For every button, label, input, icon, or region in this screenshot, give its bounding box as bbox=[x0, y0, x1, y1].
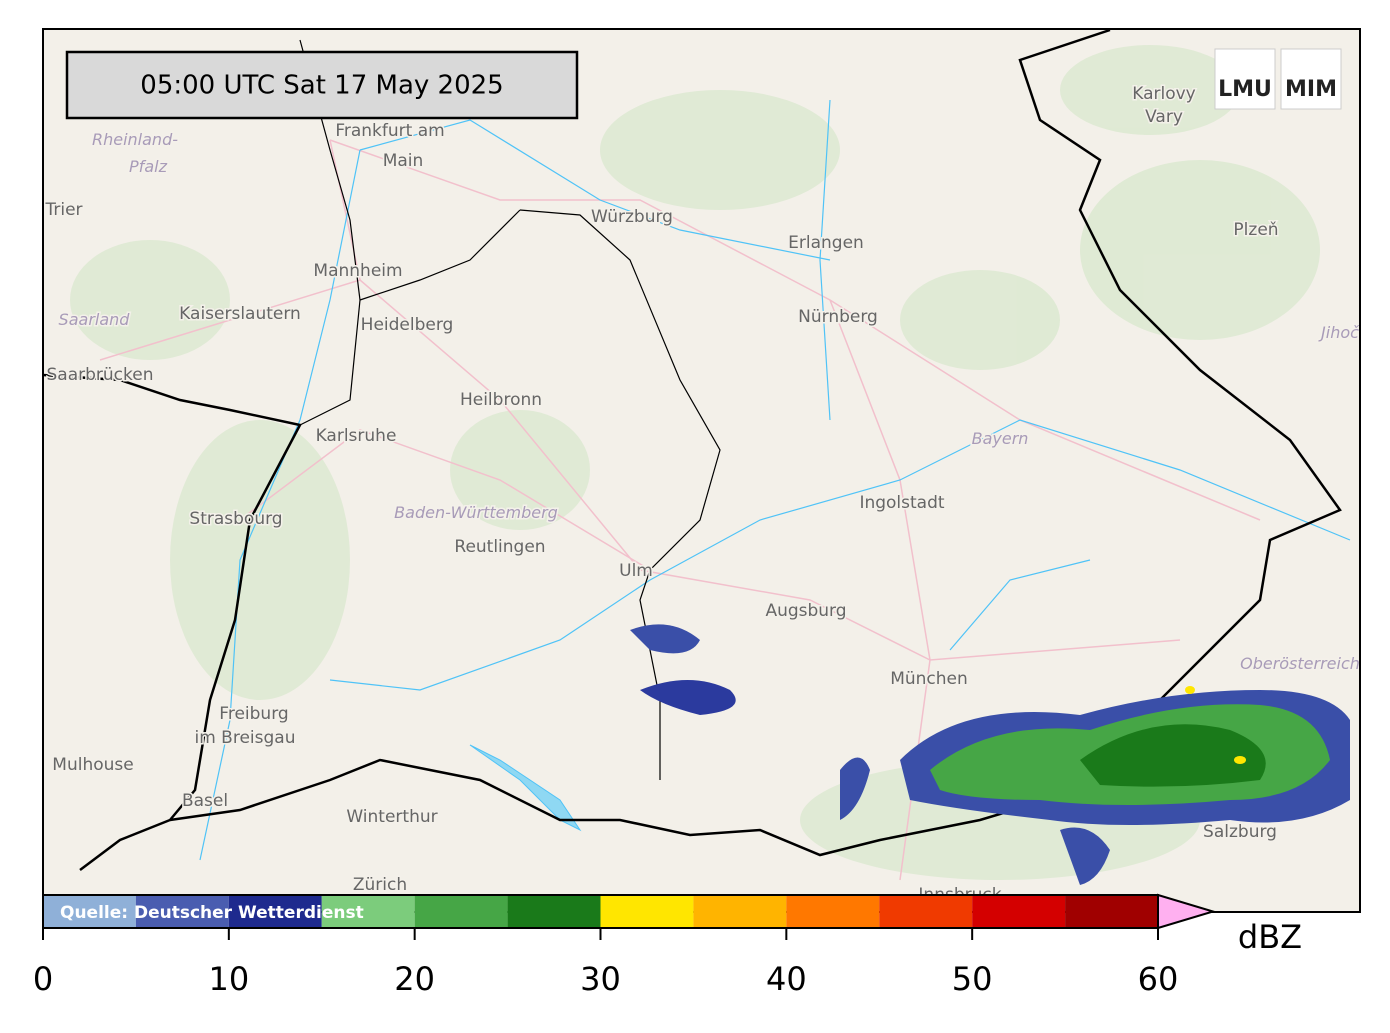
timestamp: 05:00 UTC Sat 17 May 2025 bbox=[140, 71, 503, 101]
colorbar: Quelle: Deutscher Wetterdienst 0 10 20 30 40 5… bbox=[33, 893, 1302, 998]
region-label: Oberösterreich bbox=[1240, 654, 1360, 673]
colorbar-segment bbox=[414, 895, 508, 928]
colorbar-segment bbox=[1065, 895, 1158, 928]
region-label: Rheinland- bbox=[92, 130, 178, 149]
place-label: Vary bbox=[1145, 107, 1183, 127]
place-label: Basel bbox=[182, 791, 228, 811]
colorbar-tick-label: 40 bbox=[766, 960, 807, 998]
place-label: Würzburg bbox=[591, 207, 673, 227]
colorbar-unit: dBZ bbox=[1238, 918, 1302, 956]
place-label: Nürnberg bbox=[798, 307, 878, 327]
colorbar-tick-label: 50 bbox=[952, 960, 993, 998]
place-label: Karlsruhe bbox=[316, 426, 397, 446]
place-label: München bbox=[890, 669, 968, 689]
place-label: Reutlingen bbox=[454, 537, 545, 557]
colorbar-segment bbox=[43, 895, 136, 928]
logo-lmu: LMU bbox=[1218, 77, 1272, 102]
colorbar-segment bbox=[228, 895, 322, 928]
radar-echoes bbox=[630, 624, 1350, 885]
place-label: Heidelberg bbox=[361, 315, 454, 335]
colorbar-segment bbox=[600, 895, 694, 928]
place-label: Zürich bbox=[353, 875, 407, 895]
place-label: Freiburg bbox=[219, 704, 288, 724]
rivers bbox=[199, 99, 1351, 861]
place-label: Heilbronn bbox=[460, 390, 542, 410]
region-label: Baden-Württemberg bbox=[394, 503, 558, 522]
colorbar-segment bbox=[507, 895, 601, 928]
colorbar-tick-label: 30 bbox=[580, 960, 621, 998]
place-label: Plzeň bbox=[1233, 220, 1278, 240]
place-label: Trier bbox=[44, 200, 82, 220]
region-label: Pfalz bbox=[129, 157, 168, 176]
colorbar-tick-label: 0 bbox=[33, 960, 53, 998]
region-label: Bayern bbox=[972, 429, 1029, 448]
place-label: Erlangen bbox=[788, 233, 864, 253]
colorbar-segment bbox=[972, 895, 1066, 928]
logo-lmu-box bbox=[1214, 48, 1276, 110]
place-label: Salzburg bbox=[1203, 822, 1277, 842]
place-label: im Breisgau bbox=[195, 728, 296, 748]
place-label: Ulm bbox=[619, 561, 653, 581]
colorbar-segment bbox=[135, 895, 229, 928]
place-label: Frankfurt am bbox=[335, 121, 444, 141]
place-label: Ingolstadt bbox=[859, 493, 944, 513]
timestamp-box bbox=[65, 50, 579, 120]
colorbar-source: Quelle: Deutscher Wetterdienst bbox=[60, 903, 364, 923]
colorbar-tick-label: 60 bbox=[1138, 960, 1179, 998]
colorbar-tick-label: 20 bbox=[394, 960, 435, 998]
map: Frankfurt am Main Würzburg Erlangen Nürnberg… bbox=[43, 29, 1360, 912]
colorbar-segment bbox=[879, 895, 973, 928]
forest-areas bbox=[70, 45, 1320, 880]
lake-constance bbox=[469, 744, 582, 832]
colorbar-segment bbox=[693, 895, 787, 928]
logo-mim-box bbox=[1280, 48, 1342, 110]
place-label: Karlovy bbox=[1132, 84, 1196, 104]
place-label: Kaiserslautern bbox=[179, 304, 301, 324]
colorbar-segment bbox=[786, 895, 880, 928]
place-label: Mulhouse bbox=[52, 755, 133, 775]
place-label: Winterthur bbox=[346, 807, 437, 827]
place-label: Main bbox=[383, 151, 424, 171]
colorbar-tick-label: 10 bbox=[208, 960, 249, 998]
colorbar-segment bbox=[321, 895, 415, 928]
place-label: Mannheim bbox=[313, 261, 402, 281]
place-label: Strasbourg bbox=[189, 509, 282, 529]
place-label: Augsburg bbox=[765, 601, 846, 621]
region-label: Jihoč bbox=[1318, 323, 1360, 342]
logo-mim: MIM bbox=[1285, 77, 1337, 102]
region-label: Saarland bbox=[59, 310, 131, 329]
place-label: Saarbrücken bbox=[47, 365, 154, 385]
